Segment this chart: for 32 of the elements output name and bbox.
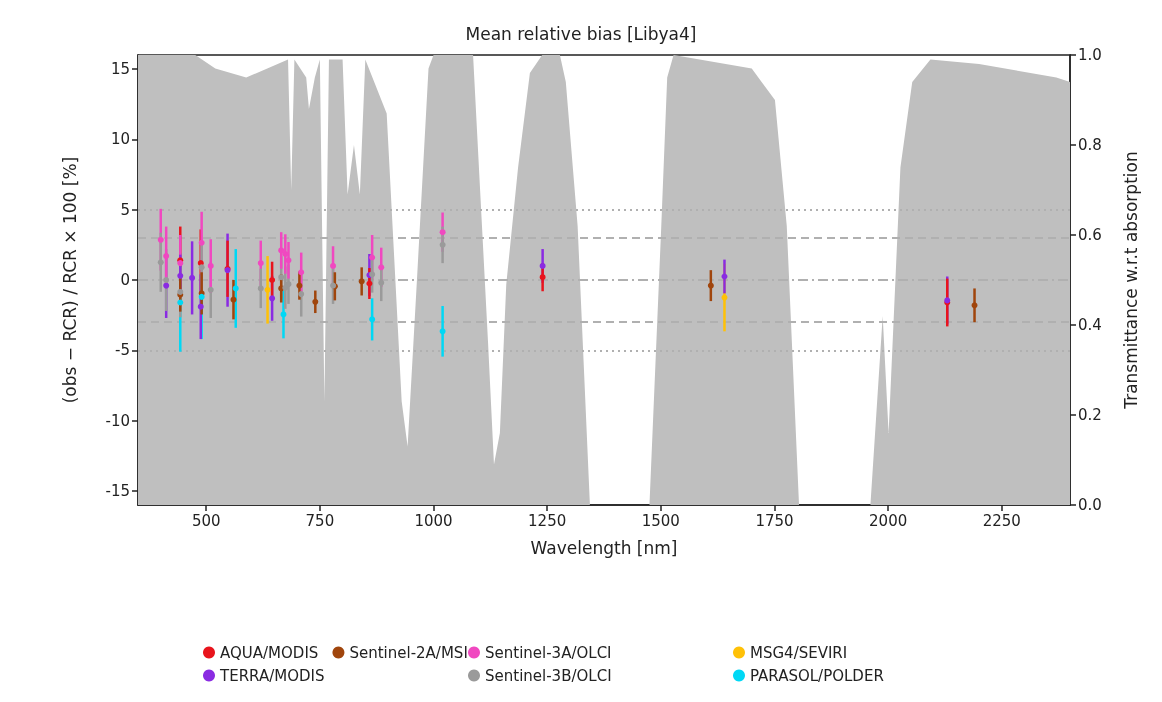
y-tick-label: 0 bbox=[120, 271, 130, 289]
legend-label: MSG4/SEVIRI bbox=[750, 643, 848, 662]
y-tick-label: 10 bbox=[110, 130, 130, 149]
chart-title: Mean relative bias [Libya4] bbox=[465, 23, 697, 44]
legend-label: TERRA/MODIS bbox=[219, 666, 325, 685]
x-tick-label: 2250 bbox=[982, 511, 1021, 530]
y-tick-label: -10 bbox=[105, 411, 130, 430]
x-tick-label: 1750 bbox=[755, 511, 794, 530]
y2-axis-title: Transmittance w.r.t absorption bbox=[1120, 151, 1141, 410]
y2-tick-label: 0.8 bbox=[1078, 136, 1102, 154]
x-tick-label: 2000 bbox=[869, 511, 908, 530]
x-axis-title: Wavelength [nm] bbox=[530, 537, 678, 558]
x-tick-label: 750 bbox=[305, 511, 335, 530]
legend-label: PARASOL/POLDER bbox=[750, 666, 884, 685]
legend-label: Sentinel-2A/MSI bbox=[349, 643, 468, 662]
y2-tick-label: 0.2 bbox=[1078, 406, 1102, 424]
y2-tick-label: 0.4 bbox=[1078, 316, 1102, 334]
x-tick-label: 1000 bbox=[414, 511, 453, 530]
x-tick-label: 1250 bbox=[528, 511, 567, 530]
x-tick-label: 1500 bbox=[641, 511, 680, 530]
legend-label: Sentinel-3B/OLCI bbox=[485, 666, 612, 685]
y-tick-label: -5 bbox=[115, 341, 130, 360]
x-tick-label: 500 bbox=[191, 511, 221, 530]
y-axis-title: (obs − RCR) / RCR × 100 [%] bbox=[59, 156, 80, 404]
y2-tick-label: 0.6 bbox=[1078, 226, 1102, 244]
legend-label: AQUA/MODIS bbox=[220, 643, 319, 662]
y-tick-label: 15 bbox=[110, 60, 130, 79]
y-tick-label: 5 bbox=[120, 200, 130, 219]
y2-tick-label: 0.0 bbox=[1078, 496, 1102, 514]
y-tick-label: -15 bbox=[105, 481, 130, 500]
legend-label: Sentinel-3A/OLCI bbox=[485, 643, 612, 662]
y2-tick-label: 1.0 bbox=[1078, 46, 1102, 64]
